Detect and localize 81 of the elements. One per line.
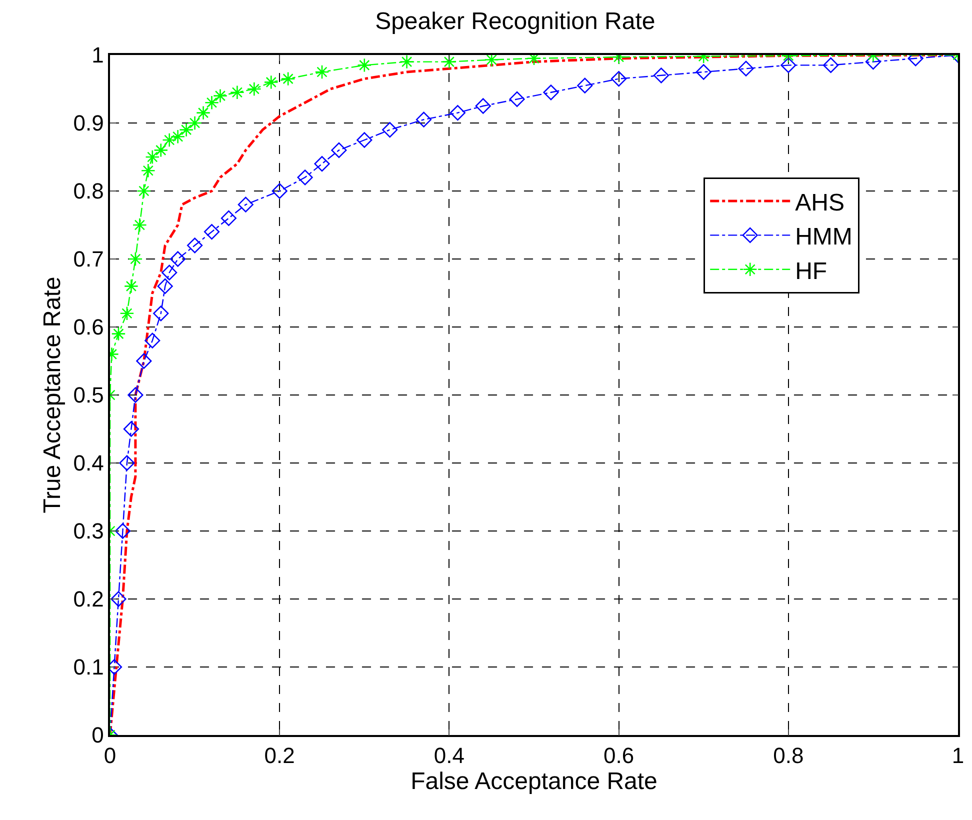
point	[238, 196, 254, 212]
point	[196, 106, 211, 120]
y-tick-label: 0	[92, 722, 104, 748]
point	[356, 132, 372, 148]
legend-label: AHS	[795, 189, 844, 216]
point	[780, 57, 796, 73]
point	[162, 264, 178, 280]
x-tick-label: 0.6	[604, 743, 634, 768]
point	[416, 112, 432, 128]
point	[124, 278, 138, 294]
point	[543, 84, 559, 100]
point	[128, 387, 144, 403]
point	[577, 78, 593, 94]
point	[136, 353, 152, 369]
point	[653, 68, 669, 84]
point	[157, 278, 173, 294]
legend-label: HF	[795, 258, 828, 285]
point	[188, 116, 202, 130]
point	[272, 183, 288, 199]
x-axis-title: False Acceptance Rate	[410, 768, 658, 796]
point	[297, 170, 313, 186]
x-tick-label: 0.8	[773, 743, 804, 768]
line-series	[110, 55, 958, 735]
point	[170, 251, 186, 267]
point	[123, 421, 139, 437]
x-tick-label: 0.2	[264, 743, 295, 768]
chart-title: Speaker Recognition Rate	[375, 8, 656, 36]
point	[187, 238, 203, 254]
point	[212, 88, 228, 104]
point	[154, 142, 168, 158]
y-tick-label: 1	[92, 42, 104, 68]
legend-label: HMM	[795, 224, 852, 251]
point	[119, 455, 135, 471]
y-tick-label: 0.1	[73, 654, 104, 680]
x-tick-label: 1	[952, 743, 964, 768]
point	[400, 55, 414, 70]
point	[144, 332, 160, 348]
point	[314, 64, 330, 80]
point	[509, 91, 525, 107]
point	[220, 210, 237, 226]
y-tick-label: 0.9	[73, 110, 104, 136]
point	[120, 306, 134, 321]
x-tick-label: 0.4	[434, 743, 464, 768]
point	[823, 57, 839, 73]
y-tick-label: 0.7	[73, 246, 104, 272]
point	[382, 122, 398, 138]
point	[280, 72, 296, 86]
y-tick-label: 0.5	[73, 382, 104, 408]
point	[153, 306, 169, 322]
point	[110, 591, 126, 607]
point	[264, 74, 278, 90]
y-tick-label: 0.4	[73, 450, 104, 476]
point	[145, 150, 160, 164]
point	[114, 523, 131, 539]
point	[475, 98, 491, 114]
point	[132, 218, 147, 232]
point	[246, 82, 262, 96]
point	[140, 163, 156, 178]
point	[696, 64, 712, 80]
y-tick-label: 0.2	[73, 586, 104, 612]
point	[170, 129, 186, 144]
point	[179, 122, 194, 138]
y-tick-label: 0.3	[73, 518, 104, 544]
point	[331, 142, 347, 158]
point	[314, 156, 330, 172]
point	[484, 55, 499, 68]
y-axis-title: True Acceptance Rate	[38, 276, 66, 514]
point	[204, 95, 220, 110]
point	[204, 224, 220, 240]
point	[450, 105, 466, 121]
point	[128, 252, 143, 266]
point	[442, 55, 456, 70]
y-tick-label: 0.8	[73, 178, 104, 204]
point	[162, 132, 177, 148]
point	[230, 85, 244, 100]
point	[738, 60, 754, 76]
y-tick-label: 0.6	[73, 314, 104, 340]
point	[136, 184, 152, 198]
point	[611, 71, 627, 87]
point	[111, 326, 126, 342]
point	[357, 58, 372, 72]
